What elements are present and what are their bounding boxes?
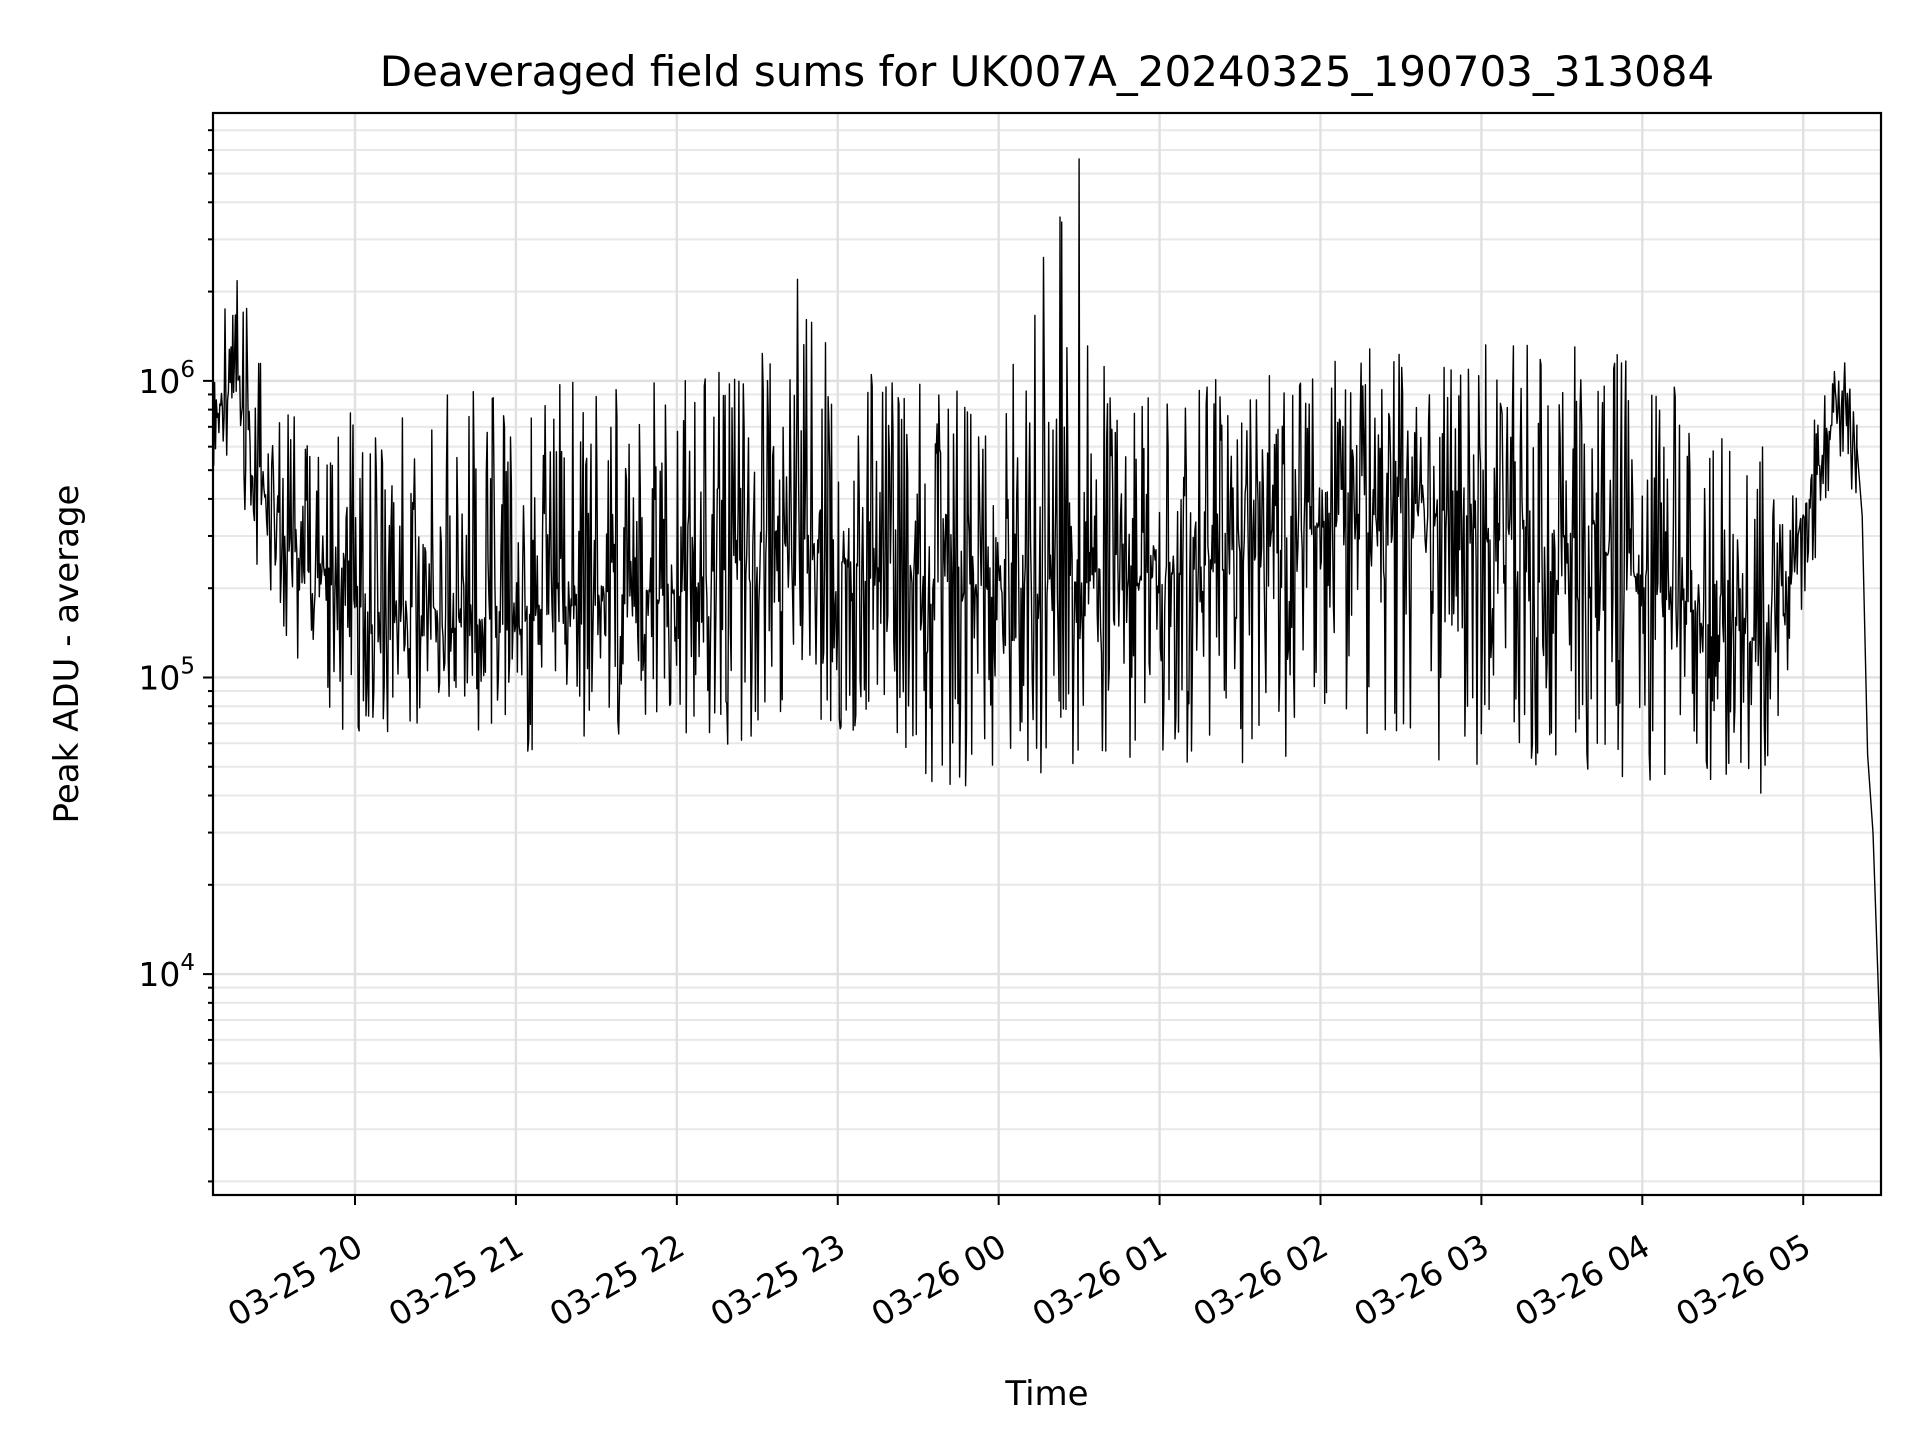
plot-frame — [211, 111, 1883, 1197]
x-tick-label: 03-26 04 — [1508, 1226, 1656, 1334]
series-path — [212, 158, 1882, 1069]
x-tick-label: 03-26 00 — [865, 1226, 1013, 1334]
x-tick-label: 03-25 22 — [543, 1226, 691, 1334]
x-axis-label: Time — [1004, 1374, 1088, 1414]
y-tick-label: 106 — [138, 357, 195, 401]
x-tick-label: 03-26 01 — [1026, 1226, 1174, 1334]
series-line — [212, 158, 1882, 1069]
x-tick-label: 03-26 05 — [1669, 1226, 1817, 1334]
x-tick-label: 03-25 20 — [221, 1226, 369, 1334]
axis-ticks: 104 105 106 03-25 20 03-25 21 03-25 22 03-25 2… — [138, 129, 1817, 1334]
y-axis-label: Peak ADU - average — [47, 485, 87, 824]
x-tick-label: 03-26 02 — [1186, 1226, 1334, 1334]
x-tick-label: 03-26 03 — [1347, 1226, 1495, 1334]
y-tick-label: 104 — [138, 950, 195, 994]
chart-title: Deaveraged field sums for UK007A_2024032… — [380, 47, 1714, 96]
y-tick-label: 105 — [138, 653, 195, 697]
x-tick-label: 03-25 23 — [704, 1226, 852, 1334]
x-tick-label: 03-25 21 — [382, 1226, 530, 1334]
